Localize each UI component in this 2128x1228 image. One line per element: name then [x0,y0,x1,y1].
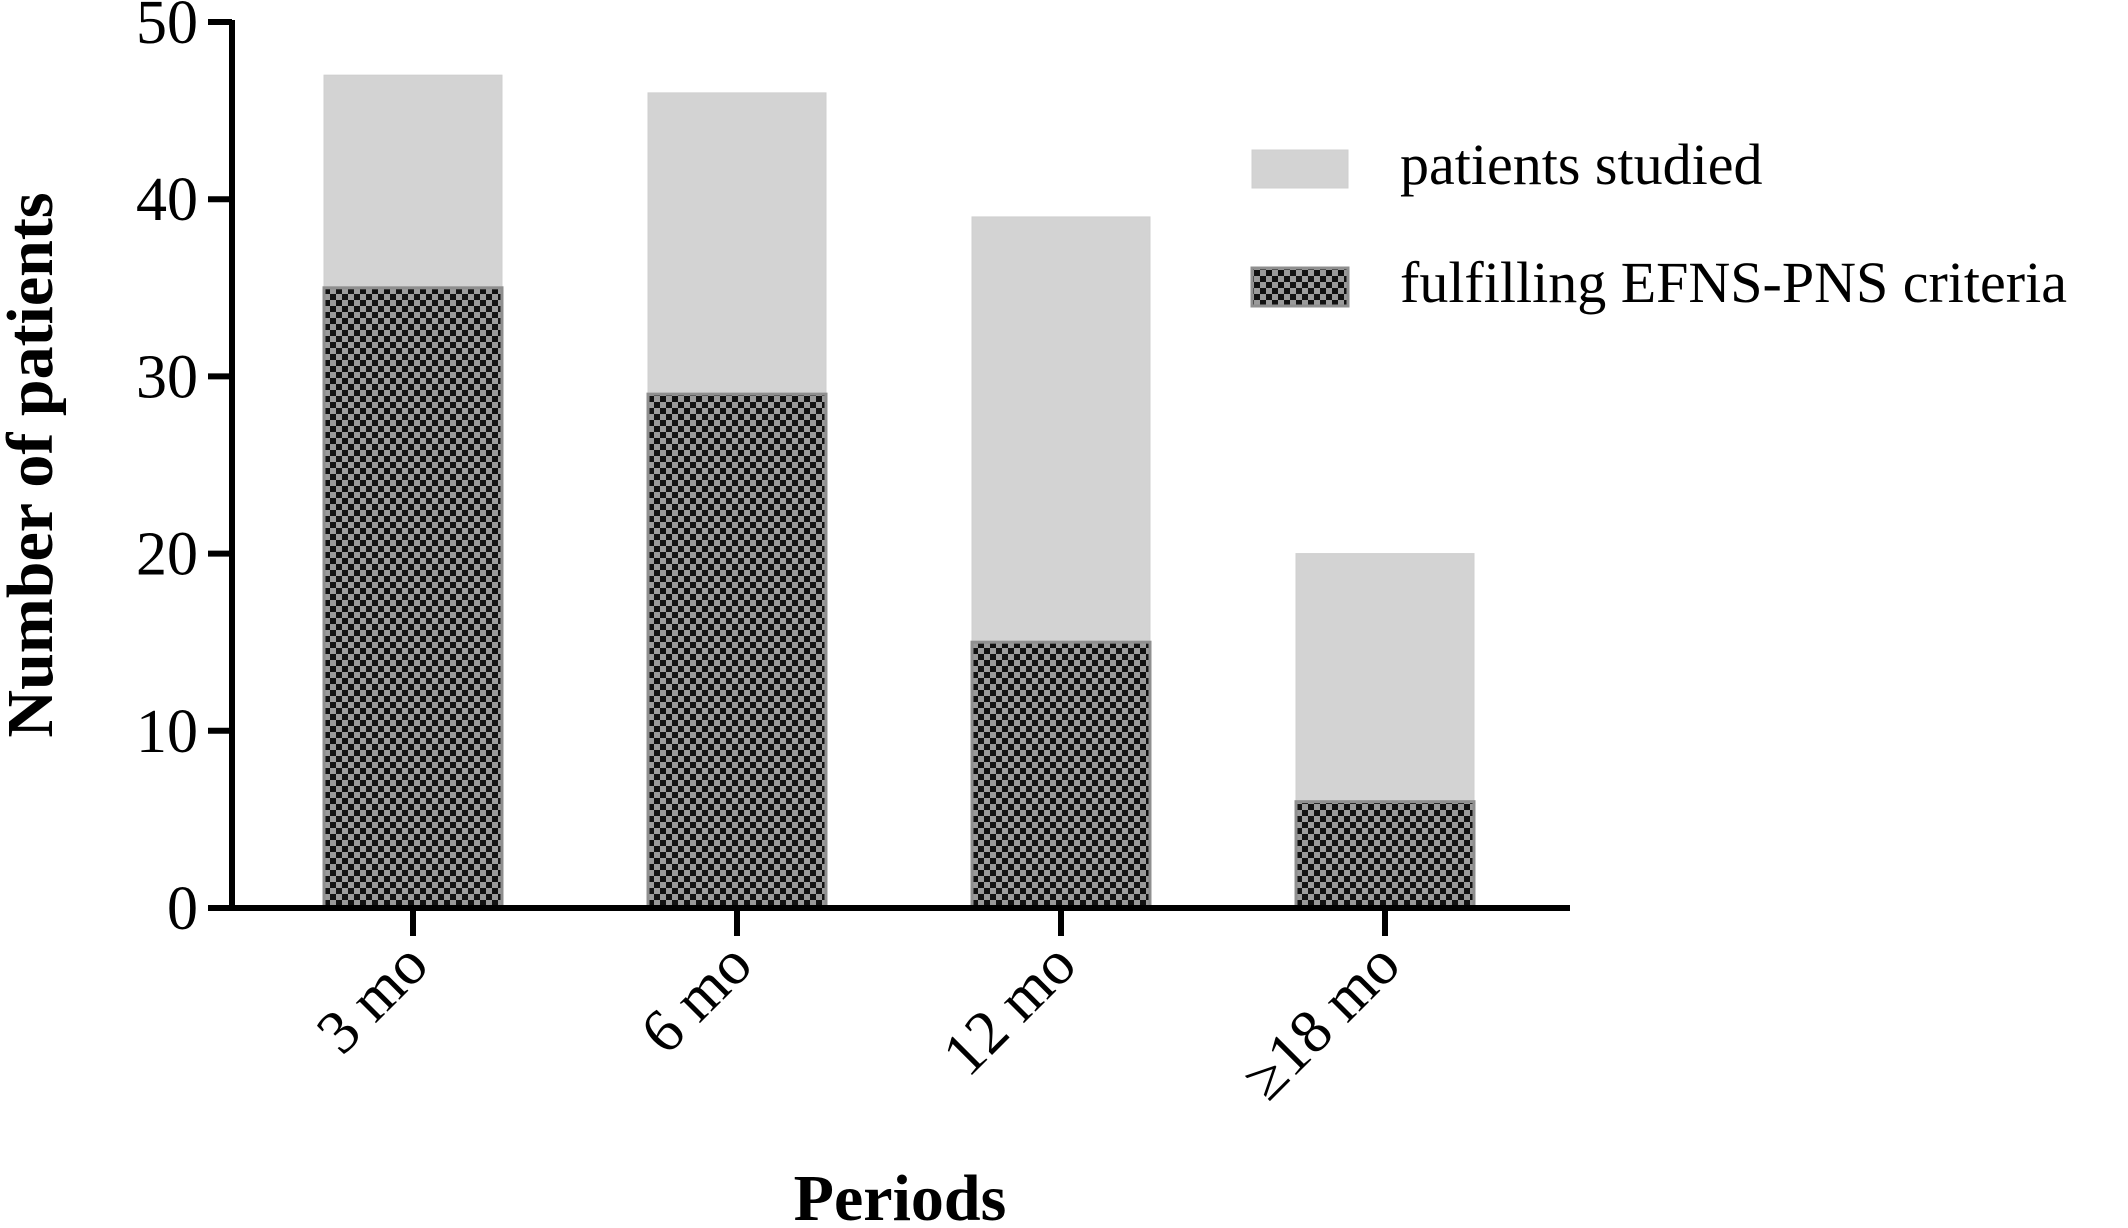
x-tick-label: 12 mo [930,930,1089,1089]
x-tick-label: ≥18 mo [1230,930,1413,1113]
legend-label: fulfilling EFNS-PNS criteria [1400,250,2067,315]
y-axis-title: Number of patients [0,192,67,737]
y-tick-label: 40 [136,166,198,234]
y-tick-label: 0 [167,875,198,943]
y-tick-label: 20 [136,521,198,589]
y-tick-label: 10 [136,698,198,766]
legend-swatch [1250,266,1350,308]
axes-group [229,20,1570,911]
bar-fulfilling-criteria [1294,800,1476,910]
bar-fulfilling-criteria [322,286,504,910]
y-tick-label: 30 [136,343,198,411]
x-ticks-group: 3 mo 6 mo 12 mo ≥18 mo [304,908,1413,1113]
x-axis-title: Periods [794,1162,1007,1223]
legend-label: patients studied [1400,132,1762,197]
legend: patients studied fulfilling EFNS-PNS crit… [1250,132,2067,315]
bar-fulfilling-criteria [970,640,1152,910]
x-tick-label: 3 mo [304,930,441,1067]
y-ticks-group: 0 10 20 30 40 50 [136,0,232,943]
legend-swatch [1251,149,1349,189]
y-tick-label: 50 [136,0,198,57]
bars-group [322,74,1476,910]
bar-fulfilling-criteria [646,392,828,910]
x-tick-label: 6 mo [628,930,765,1067]
